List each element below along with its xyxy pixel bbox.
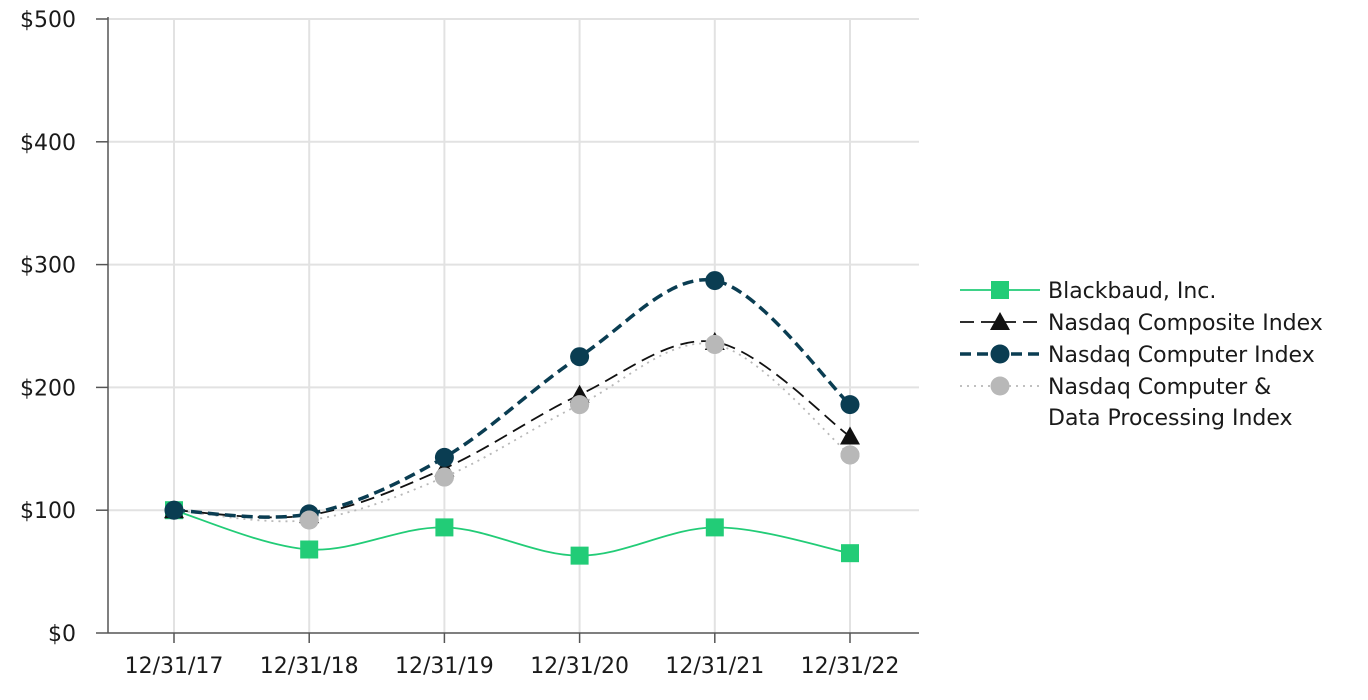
data-point-s2-0 [164, 500, 184, 520]
y-tick-label: $0 [48, 622, 76, 647]
y-tick-label: $200 [20, 376, 76, 401]
legend-marker-0 [991, 281, 1009, 299]
legend-marker-2 [990, 344, 1010, 364]
data-point-s0-1 [300, 540, 319, 559]
legend-label-2: Nasdaq Computer Index [1048, 343, 1315, 368]
y-tick-label: $300 [20, 254, 76, 279]
data-point-s2-5 [840, 395, 860, 415]
series-markers [164, 271, 860, 565]
data-point-s2-3 [570, 347, 590, 367]
data-point-s3-top-4 [705, 334, 725, 354]
legend-label-3: Data Processing Index [1048, 406, 1293, 431]
data-point-s2-4 [705, 271, 725, 291]
data-point-s3-top-5 [840, 445, 860, 465]
legend-label-1: Nasdaq Composite Index [1048, 311, 1323, 336]
data-point-s0-3 [570, 546, 589, 565]
x-tick-label: 12/31/18 [260, 654, 359, 679]
x-tick-labels: 12/31/17 12/31/18 12/31/19 12/31/20 12/31/21… [125, 654, 900, 679]
legend-marker-3 [990, 376, 1010, 396]
x-tick-label: 12/31/22 [801, 654, 900, 679]
y-tick-labels: $0 $100 $200 $300 $400 $500 [20, 8, 76, 647]
series-line-2 [173, 278, 852, 519]
series-line-1 [173, 340, 851, 519]
data-point-s2-2 [434, 447, 454, 467]
legend-label-0: Blackbaud, Inc. [1048, 279, 1216, 304]
y-tick-label: $500 [20, 8, 76, 33]
y-tick-label: $100 [20, 499, 76, 524]
axes [96, 17, 919, 643]
x-tick-label: 12/31/19 [395, 654, 494, 679]
series-line-0 [173, 509, 851, 557]
data-point-s3-top-3 [570, 395, 590, 415]
x-tick-label: 12/31/20 [530, 654, 629, 679]
data-point-s3-top-2 [434, 467, 454, 487]
x-tick-label: 12/31/17 [125, 654, 224, 679]
data-point-s1-5 [840, 426, 860, 445]
y-tick-label: $400 [20, 131, 76, 156]
legend-label-3: Nasdaq Computer & [1048, 375, 1271, 400]
series-lines [173, 278, 852, 557]
legend: Blackbaud, Inc. Nasdaq Composite Index Nas… [960, 279, 1323, 431]
data-point-s0-4 [705, 518, 724, 537]
data-point-s0-5 [841, 544, 859, 563]
data-point-s0-2 [435, 518, 454, 537]
data-point-s3-top-1 [299, 510, 319, 530]
legend-marker-1 [990, 312, 1010, 330]
series-line-3 [173, 342, 851, 523]
x-tick-label: 12/31/21 [665, 654, 764, 679]
